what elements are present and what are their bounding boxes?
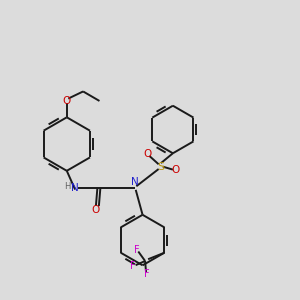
Text: F: F xyxy=(134,245,140,255)
Text: N: N xyxy=(131,177,139,187)
Text: O: O xyxy=(63,96,71,106)
Text: O: O xyxy=(92,205,100,215)
Text: O: O xyxy=(143,149,151,159)
Text: F: F xyxy=(144,269,149,279)
Text: H: H xyxy=(64,182,71,191)
Text: F: F xyxy=(130,261,136,272)
Text: S: S xyxy=(157,162,164,172)
Text: O: O xyxy=(171,165,179,175)
Text: N: N xyxy=(71,183,79,193)
